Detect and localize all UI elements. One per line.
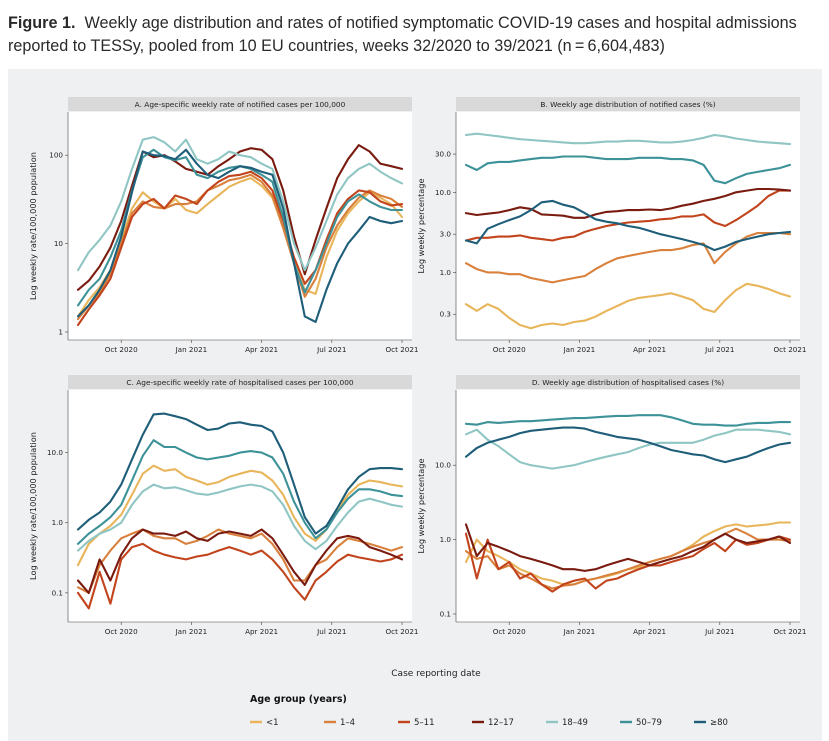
panel-C-y-tick-label: 10.0 [47, 448, 63, 457]
panel-D-x-tick-label: Oct 2020 [493, 627, 526, 636]
panel-D-x-tick-label: Jan 2021 [563, 627, 596, 636]
panel-D-x-tick-label: Apr 2021 [633, 627, 666, 636]
panel-B-y-tick-label: 0.3 [440, 310, 451, 319]
legend-title: Age group (years) [250, 694, 347, 705]
panel-A-x-tick-label: Apr 2021 [245, 345, 278, 354]
panel-D-y-tick-label: 0.1 [440, 610, 451, 619]
panel-A-title: A. Age-specific weekly rate of notified … [135, 100, 346, 109]
panel-D-y-axis-label: Log weekly percentage [416, 458, 426, 553]
panel-C-x-tick-label: Jan 2021 [175, 627, 208, 636]
series-line-D [464, 523, 792, 572]
panel-A-y-tick-label: 10 [54, 239, 64, 248]
legend-label: 5–11 [414, 718, 434, 728]
legend-label: 18–49 [562, 718, 588, 728]
series-line-C [76, 412, 404, 535]
series-line-D [464, 426, 792, 464]
panel-D-x-tick-label: Jul 2021 [704, 627, 734, 636]
panel-C: C. Age-specific weekly rate of hospitali… [28, 375, 419, 636]
series-line-A [76, 173, 404, 321]
panel-A: A. Age-specific weekly rate of notified … [28, 97, 419, 354]
series-line-B [464, 187, 792, 219]
legend-label: <1 [266, 718, 279, 728]
panel-C-y-axis-label: Log weekly rate/100,000 population [28, 432, 38, 580]
series-line-B [464, 282, 792, 330]
panel-B: B. Weekly age distribution of notified c… [416, 97, 807, 354]
panel-A-x-tick-label: Jan 2021 [175, 345, 208, 354]
series-line-C [76, 528, 404, 594]
series-line-B [464, 132, 792, 146]
x-axis-label: Case reporting date [391, 669, 481, 679]
panel-B-x-tick-label: Oct 2020 [493, 345, 526, 354]
series-line-A [76, 144, 404, 291]
series-line-C [76, 542, 404, 610]
panel-C-x-tick-label: Apr 2021 [245, 627, 278, 636]
series-line-D [464, 428, 792, 470]
series-line-A [76, 148, 404, 323]
panel-B-x-tick-label: Apr 2021 [633, 345, 666, 354]
series-line-B [464, 155, 792, 185]
legend-label: 1–4 [340, 718, 355, 728]
figure-label: Figure 1. [8, 14, 76, 32]
panel-D-x-tick-label: Oct 2021 [773, 627, 806, 636]
series-line-A [76, 177, 404, 318]
panel-A-strip [68, 97, 412, 111]
panel-C-x-tick-label: Jul 2021 [316, 627, 346, 636]
panel-B-strip [456, 97, 800, 111]
panel-A-y-axis-label: Log weekly rate/100,000 population [28, 152, 38, 300]
panel-C-strip [68, 375, 412, 389]
panel-C-x-tick-label: Oct 2020 [105, 627, 138, 636]
panel-B-x-tick-label: Oct 2021 [773, 345, 806, 354]
panel-A-x-tick-label: Oct 2021 [385, 345, 418, 354]
panel-B-x-tick-label: Jul 2021 [704, 345, 734, 354]
series-line-D [464, 414, 792, 427]
series-line-A [76, 170, 404, 327]
panel-A-x-tick-label: Oct 2020 [105, 345, 138, 354]
panel-C-y-tick-label: 0.1 [52, 588, 63, 597]
panel-D-background [456, 390, 800, 622]
series-line-B [464, 199, 792, 252]
panel-D-y-tick-label: 1.0 [440, 535, 452, 544]
legend-label: ≥80 [710, 718, 728, 728]
panel-D-y-tick-label: 10.0 [435, 461, 451, 470]
panel-A-y-tick-label: 100 [49, 151, 63, 160]
series-line-A [76, 136, 404, 272]
panel-B-y-tick-label: 1.0 [440, 268, 452, 277]
panel-D-title: D. Weekly age distribution of hospitalis… [532, 378, 724, 387]
panel-A-x-tick-label: Jul 2021 [316, 345, 346, 354]
series-line-B [464, 231, 792, 284]
legend-label: 12–17 [488, 718, 514, 728]
panel-B-y-tick-label: 30.0 [435, 150, 451, 159]
series-line-C [76, 464, 404, 567]
panel-C-x-tick-label: Oct 2021 [385, 627, 418, 636]
panel-D-strip [456, 375, 800, 389]
panel-B-title: B. Weekly age distribution of notified c… [540, 100, 715, 109]
legend-label: 50–79 [636, 718, 662, 728]
figure-caption: Weekly age distribution and rates of not… [8, 14, 797, 55]
legend: Age group (years) <1 1–4 5–11 12–17 18–49 50–7… [250, 694, 728, 728]
figure-title: Figure 1. Weekly age distribution and ra… [8, 12, 823, 58]
series-line-C [76, 483, 404, 552]
panel-B-y-tick-label: 10.0 [435, 188, 451, 197]
panel-B-y-axis-label: Log weekly percentage [416, 178, 426, 273]
panel-B-x-tick-label: Jan 2021 [563, 345, 596, 354]
panel-D: D. Weekly age distribution of hospitalis… [416, 375, 807, 636]
series-line-C [76, 528, 404, 594]
series-line-D [464, 527, 792, 590]
panel-B-y-tick-label: 3.0 [440, 230, 452, 239]
panel-C-y-tick-label: 1.0 [52, 518, 64, 527]
panel-A-y-tick-label: 1 [58, 328, 63, 337]
series-line-B [464, 189, 792, 242]
series-line-C [76, 439, 404, 545]
panel-C-title: C. Age-specific weekly rate of hospitali… [126, 378, 354, 387]
